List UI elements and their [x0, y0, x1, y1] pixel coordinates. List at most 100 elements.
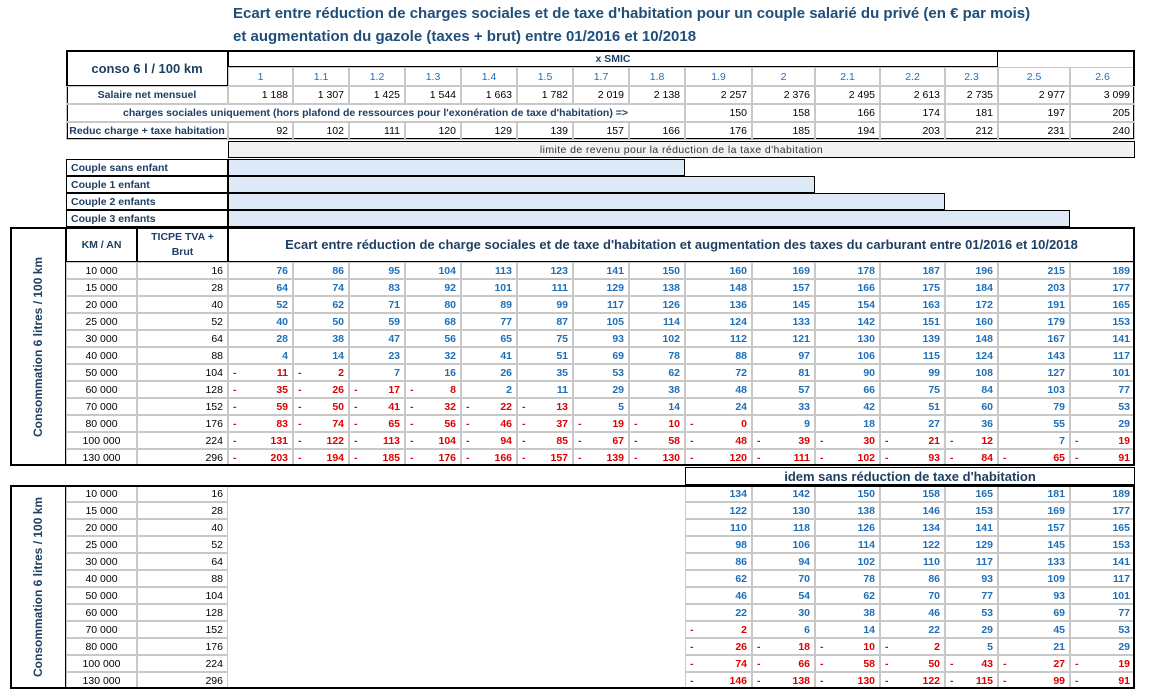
cell-text: - 74: [690, 657, 747, 670]
gap-value: 108: [945, 364, 998, 381]
gap-value: 48: [685, 381, 752, 398]
gap-value: 157: [998, 519, 1070, 536]
gap-value: - 2: [293, 364, 349, 381]
gap-value: 191: [998, 296, 1070, 313]
gap-value: 32: [405, 347, 461, 364]
smic-value: 1.3: [405, 67, 461, 86]
side-label: Consommation 6 litres / 100 km: [10, 227, 66, 466]
ticpe-value: 16: [137, 485, 228, 502]
cell-text: - 27: [1003, 657, 1065, 670]
salary-value: 1 663: [461, 86, 517, 104]
gap-value: - 17: [349, 381, 405, 398]
gap-value: 177: [1070, 502, 1135, 519]
gap-value: 75: [880, 381, 945, 398]
limit-label: limite de revenu pour la réduction de la…: [228, 141, 1135, 158]
gap-value: 124: [685, 313, 752, 330]
gap-value: 130: [815, 330, 880, 347]
gap-value: 70: [880, 587, 945, 604]
gap-value: 129: [945, 536, 998, 553]
gap-value: 53: [1070, 621, 1135, 638]
gap-value: 6: [752, 621, 815, 638]
ticpe-value: 52: [137, 313, 228, 330]
gap-value: 86: [685, 553, 752, 570]
gap-value: 93: [573, 330, 629, 347]
reduc-value: 111: [349, 122, 405, 140]
smic-value: 1.1: [293, 67, 349, 86]
cell-text: - 13: [522, 400, 568, 413]
gap-value: - 102: [815, 449, 880, 466]
gap-value: 104: [405, 262, 461, 279]
cell-text: - 91: [1075, 451, 1130, 464]
cell-text: - 30: [820, 434, 875, 447]
gap-value: 53: [945, 604, 998, 621]
gap-value: 203: [998, 279, 1070, 296]
gap-value: 117: [573, 296, 629, 313]
reduc-value: 157: [573, 122, 629, 140]
km-value: 130 000: [66, 672, 137, 689]
gap-value: 101: [1070, 364, 1135, 381]
gap-value: 172: [945, 296, 998, 313]
gap-value: 165: [945, 485, 998, 502]
gap-value: - 10: [815, 638, 880, 655]
cell-text: - 8: [410, 383, 456, 396]
title: Ecart entre réduction de charges sociale…: [233, 5, 1031, 22]
gap-value: 14: [293, 347, 349, 364]
cell-text: - 26: [690, 640, 747, 653]
gap-value: 145: [998, 536, 1070, 553]
gap-value: 133: [752, 313, 815, 330]
gap-value: - 58: [629, 432, 685, 449]
reduc-value: 194: [815, 122, 880, 140]
gap-value: - 130: [815, 672, 880, 689]
gap-value: 122: [685, 502, 752, 519]
gap-value: 55: [998, 415, 1070, 432]
gap-value: 5: [573, 398, 629, 415]
gap-value: 101: [1070, 587, 1135, 604]
km-value: 10 000: [66, 485, 137, 502]
gap-value: - 18: [752, 638, 815, 655]
gap-value: - 0: [685, 415, 752, 432]
reduc-value: 185: [752, 122, 815, 140]
km-value: 80 000: [66, 638, 137, 655]
gap-value: 68: [405, 313, 461, 330]
reduc-value: 102: [293, 122, 349, 140]
cell-text: - 32: [410, 400, 456, 413]
cell-text: - 37: [522, 417, 568, 430]
gap-value: 126: [629, 296, 685, 313]
km-value: 60 000: [66, 604, 137, 621]
gap-value: 94: [752, 553, 815, 570]
cell-text: - 93: [885, 451, 940, 464]
gap-value: 141: [945, 519, 998, 536]
gap-value: 62: [815, 587, 880, 604]
gap-value: 101: [461, 279, 517, 296]
gap-value: 29: [1070, 638, 1135, 655]
cell-text: - 65: [354, 417, 400, 430]
gap-value: 117: [1070, 347, 1135, 364]
cell-text: - 130: [634, 451, 680, 464]
ticpe-value: 88: [137, 347, 228, 364]
ticpe-value: 28: [137, 279, 228, 296]
cell-text: - 46: [466, 417, 512, 430]
cell-text: - 0: [690, 417, 747, 430]
cell-text: - 19: [578, 417, 624, 430]
km-value: 20 000: [66, 519, 137, 536]
gap-value: - 93: [880, 449, 945, 466]
gap-value: 121: [752, 330, 815, 347]
km-value: 70 000: [66, 398, 137, 415]
table-heading: Ecart entre réduction de charge sociales…: [228, 227, 1135, 262]
gap-value: 215: [998, 262, 1070, 279]
gap-value: - 48: [685, 432, 752, 449]
gap-value: 124: [945, 347, 998, 364]
smic-label: x SMIC: [228, 50, 998, 67]
gap-value: - 194: [293, 449, 349, 466]
gap-value: - 130: [629, 449, 685, 466]
cell-text: - 74: [298, 417, 344, 430]
gap-value: 89: [461, 296, 517, 313]
cell-text: - 111: [757, 451, 810, 464]
cell-text: - 2: [298, 366, 344, 379]
gap-value: 74: [293, 279, 349, 296]
side-label: Consommation 6 litres / 100 km: [10, 485, 66, 689]
gap-value: 77: [1070, 381, 1135, 398]
gap-value: 103: [998, 381, 1070, 398]
ticpe-value: 176: [137, 638, 228, 655]
salary-value: 2 019: [573, 86, 629, 104]
